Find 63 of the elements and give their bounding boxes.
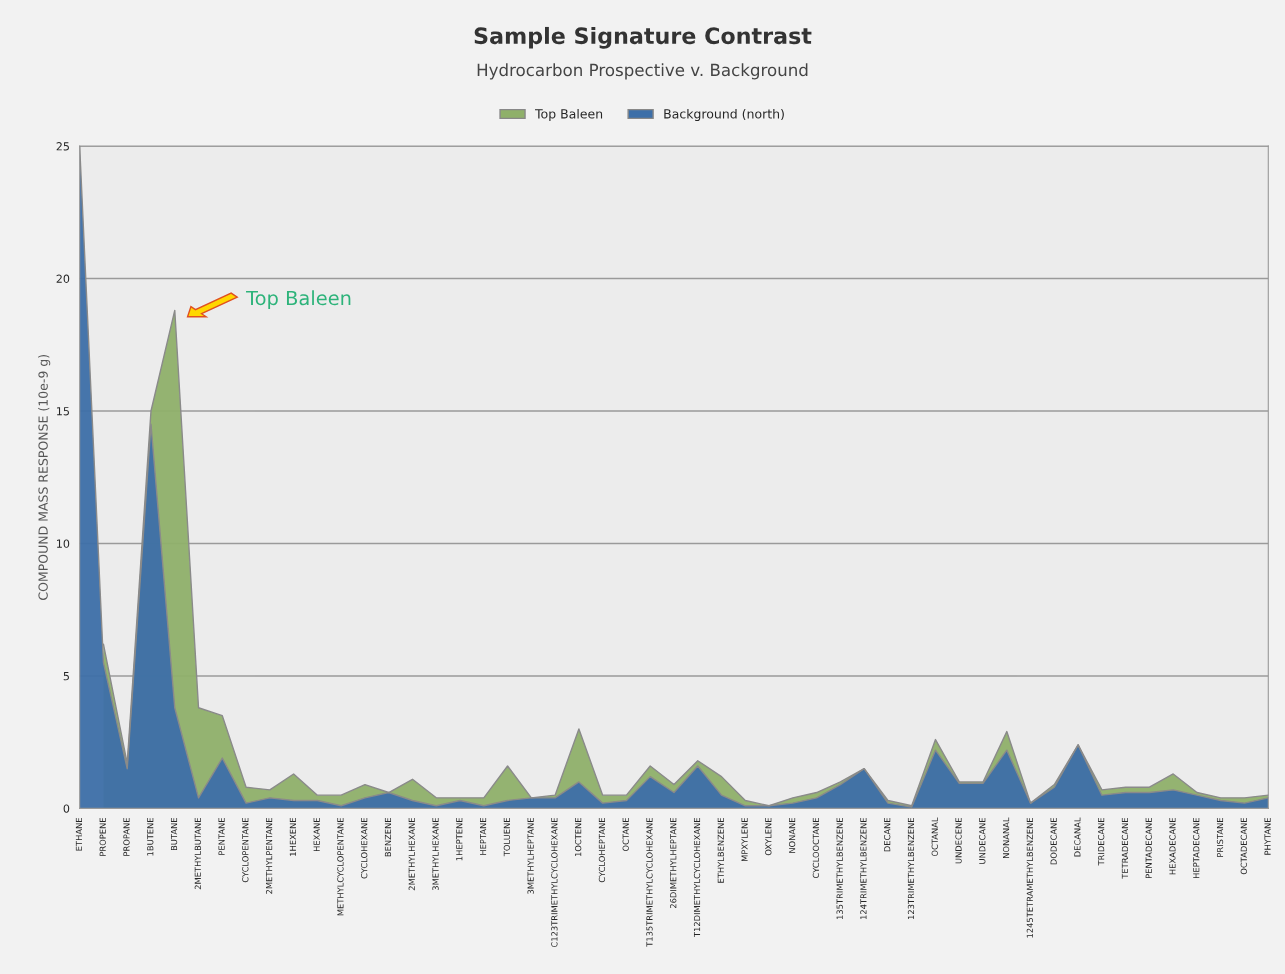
x-tick-label: METHYLCYCLOPENTANE: [337, 817, 344, 916]
x-tick-label: UNDECANE: [979, 817, 986, 864]
y-axis-title: COMPOUND MASS RESPONSE (10e-9 g): [38, 354, 51, 600]
x-tick-label: 3METHYLHEXANE: [432, 817, 439, 891]
x-tick-label: CYCLOHEPTANE: [598, 817, 606, 883]
x-tick-label: DODECANE: [1050, 817, 1057, 865]
x-tick-label: 2METHYLBUTANE: [194, 817, 201, 890]
x-tick-label: HEXADECANE: [1169, 817, 1176, 875]
x-tick-label: TETRADECANE: [1121, 817, 1129, 879]
x-tick-label: PENTANE: [218, 817, 225, 855]
x-tick-label: NONANE: [788, 817, 796, 853]
x-tick-label: PENTADECANE: [1145, 817, 1152, 878]
x-tick-label: BENZENE: [384, 817, 392, 857]
x-tick-label: OCTADECANE: [1240, 817, 1247, 875]
x-tick-label: OCTANAL: [931, 817, 938, 857]
x-tick-label: HEXANE: [313, 817, 320, 852]
x-tick-label: PROPANE: [123, 817, 130, 856]
y-tick-label: 0: [63, 804, 70, 813]
x-tick-label: 2METHYLHEXANE: [408, 817, 415, 891]
x-tick-label: ETHYLBENZENE: [717, 817, 724, 883]
x-tick-label: 1HEXENE: [289, 817, 296, 856]
x-tick-label: 124TRIMETHYLBENZENE: [860, 817, 867, 920]
x-tick-label: BUTANE: [170, 817, 178, 851]
x-tick-label: C123TRIMETHYLCYCLOHEXANE: [551, 817, 558, 948]
chart-subtitle: Hydrocarbon Prospective v. Background: [477, 63, 808, 80]
chart-title: Sample Signature Contrast: [474, 26, 812, 49]
y-tick-label: 20: [56, 274, 70, 283]
x-tick-label: T135TRIMETHYLCYCLOHEXANE: [646, 817, 653, 947]
x-tick-label: HEPTADECANE: [1193, 817, 1200, 879]
x-tick-label: 2METHYLPENTANE: [265, 817, 273, 894]
y-tick-label: 5: [63, 672, 69, 681]
x-tick-label: NONANAL: [1002, 817, 1010, 858]
legend-label: Background (north): [664, 108, 784, 121]
x-tick-label: OCTANE: [622, 817, 629, 851]
legend-label: Top Baleen: [535, 108, 603, 121]
x-tick-label: UNDECENE: [955, 817, 962, 864]
x-tick-label: PHYTANE: [1264, 817, 1271, 855]
x-tick-label: 1245TETRAMETHYLBENZENE: [1026, 817, 1033, 938]
x-tick-label: 1OCTENE: [575, 817, 582, 857]
x-tick-label: T12DIMETHYLCYCLOHEXANE: [693, 817, 701, 938]
annotation: Top Baleen: [246, 290, 351, 310]
x-tick-label: 26DIMETHYLHEPTANE: [670, 817, 677, 909]
x-tick-label: 1BUTENE: [147, 817, 154, 856]
x-tick-label: CYCLOHEXANE: [361, 817, 368, 879]
x-tick-label: CYCLOOCTANE: [812, 817, 820, 879]
x-tick-label: DECANAL: [1074, 817, 1081, 857]
x-tick-label: ETHANE: [75, 817, 82, 851]
y-tick-label: 10: [57, 539, 70, 548]
x-tick-label: DECANE: [884, 817, 891, 852]
x-tick-label: 1HEPTENE: [456, 817, 463, 861]
x-tick-label: TRIDECANE: [1098, 817, 1105, 866]
x-tick-label: 3METHYLHEPTANE: [527, 817, 534, 894]
x-tick-label: OXYLENE: [765, 817, 772, 856]
x-tick-label: PRISTANE: [1216, 817, 1224, 857]
x-tick-label: CYCLOPENTANE: [242, 817, 249, 883]
y-tick-label: 25: [56, 142, 69, 151]
x-tick-label: MPXYLENE: [741, 817, 748, 862]
x-tick-label: TOLUENE: [503, 817, 510, 857]
x-tick-label: 135TRIMETHYLBENZENE: [836, 817, 843, 920]
x-tick-label: PROPENE: [99, 817, 106, 856]
x-tick-label: HEPTANE: [480, 817, 487, 855]
y-tick-label: 15: [57, 407, 69, 416]
x-tick-label: 123TRIMETHYLBENZENE: [907, 817, 915, 920]
